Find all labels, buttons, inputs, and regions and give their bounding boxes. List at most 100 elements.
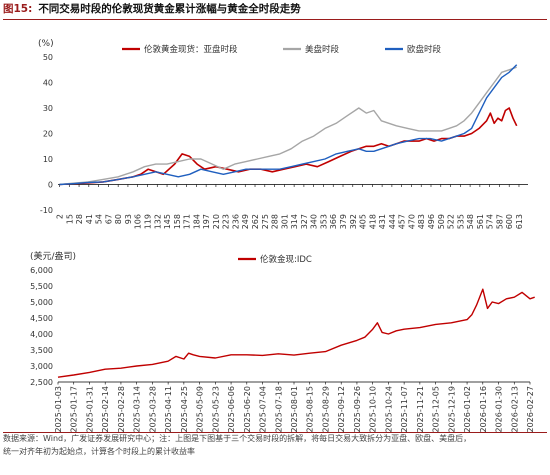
chart2-x-tick: 2025-03-28	[148, 386, 157, 433]
chart1-x-tick: 119	[143, 214, 152, 229]
chart1-x-tick: 535	[456, 214, 465, 229]
chart1-x-tick: 93	[124, 214, 133, 224]
chart1-x-tick: 327	[300, 214, 309, 229]
chart1-x-tick: 171	[183, 214, 192, 229]
chart2-x-tick: 2025-04-11	[164, 386, 173, 433]
chart2-x-tick: 2025-02-28	[117, 386, 126, 433]
chart1-x-tick: 444	[388, 214, 397, 229]
chart1-x-tick: 184	[192, 214, 201, 229]
chart2-y-tick: 3,500	[30, 346, 53, 355]
chart1-unit-label: (%)	[38, 39, 54, 49]
chart1-x-tick: 223	[222, 214, 231, 229]
chart1-x-tick: 41	[85, 214, 94, 224]
chart2-x-tick: 2026-02-13	[510, 386, 519, 433]
chart1-x-tick: 314	[290, 214, 299, 229]
chart1-x-tick: 28	[75, 214, 84, 224]
chart1-x-tick: 561	[476, 214, 485, 229]
chart1-x-tick: 249	[241, 214, 250, 229]
chart1-x-tick: 548	[466, 214, 475, 229]
chart1-x-tick: 275	[261, 214, 270, 229]
chart1-x-tick: 145	[163, 214, 172, 229]
chart2-y-tick: 5,000	[30, 298, 53, 307]
chart1-x-tick: 600	[505, 214, 514, 229]
chart2-x-tick: 2025-05-09	[196, 386, 205, 433]
chart2-x-tick: 2025-07-04	[259, 386, 268, 433]
chart1-series-line-2	[59, 66, 517, 186]
source-note-line-2: 统一对齐年初为起始点，计算各个时段上的累计收益率	[3, 446, 195, 456]
chart1-x-tick: 496	[427, 214, 436, 229]
chart1-y-tick: 10	[43, 155, 53, 164]
chart2-x-tick: 2025-11-07	[400, 386, 409, 433]
chart2-x-tick: 2025-12-19	[447, 386, 456, 433]
chart2-x-tick: 2025-03-14	[133, 386, 142, 433]
chart1-x-tick: 574	[486, 214, 495, 229]
chart2-x-tick: 2025-08-29	[321, 386, 330, 433]
chart1-x-tick: 262	[251, 214, 260, 229]
chart2-x-tick: 2025-01-03	[54, 386, 63, 433]
chart1-x-tick: 418	[368, 214, 377, 229]
chart2-x-tick: 2026-01-02	[463, 386, 472, 433]
figure-number: 图15:	[3, 3, 33, 15]
source-note-line-1: 数据来源：Wind，广发证券发展研究中心；注：上图是下图基于三个交易时段的拆解，…	[3, 434, 472, 443]
chart2-x-tick: 2025-10-10	[369, 386, 378, 433]
chart2-x-tick: 2025-05-23	[211, 386, 220, 433]
chart2-legend-label-1: 伦敦金现:IDC	[260, 254, 312, 265]
chart1-x-tick: 236	[231, 214, 240, 229]
figure-title: 图15: 不同交易时段的伦敦现货黄金累计涨幅与黄金全时段走势	[3, 0, 547, 20]
chart2-y-tick: 3,000	[30, 362, 53, 371]
chart2-x-tick: 2025-08-15	[306, 386, 315, 433]
chart1-x-tick: 405	[359, 214, 368, 229]
chart1-x-tick: 470	[407, 214, 416, 229]
chart2-x-tick: 2026-01-30	[495, 386, 504, 433]
chart1-x-tick: 340	[310, 214, 319, 229]
chart2-x-tick: 2025-09-26	[353, 386, 362, 433]
chart2-unit-label: (美元/盎司)	[30, 250, 76, 262]
chart1-x-tick: 431	[378, 214, 387, 229]
chart1-x-tick: 80	[114, 214, 123, 224]
chart1-x-tick: 301	[280, 214, 289, 229]
chart1-x-tick: 158	[173, 214, 182, 229]
chart1-x-tick: 106	[134, 214, 143, 229]
chart1-x-tick: 132	[153, 214, 162, 229]
chart2-x-tick: 2026-01-16	[479, 386, 488, 433]
chart1-x-tick: 15	[65, 214, 74, 224]
chart2-x-tick: 2025-12-05	[432, 386, 441, 433]
chart2-x-tick: 2025-10-24	[384, 386, 393, 433]
chart2-x-tick: 2025-06-06	[227, 386, 236, 433]
chart1-legend-label-2: 美盘时段	[305, 44, 340, 55]
chart1-legend-label-1: 伦敦黄金现货：亚盘时段	[144, 44, 238, 55]
chart1-series-line-3	[59, 64, 518, 186]
chart2-x-tick: 2026-02-27	[526, 386, 535, 433]
chart1-y-tick: -10	[40, 206, 53, 215]
chart1-x-tick: 613	[515, 214, 524, 229]
chart1-x-tick: 2	[56, 214, 65, 219]
chart1-x-tick: 457	[398, 214, 407, 229]
chart1-y-tick: 30	[43, 104, 53, 113]
chart2-x-tick: 2025-02-14	[101, 386, 110, 433]
chart2-y-tick: 6,000	[30, 266, 53, 275]
figure-title-text: 不同交易时段的伦敦现货黄金累计涨幅与黄金全时段走势	[38, 3, 301, 15]
chart2-y-tick: 2,500	[30, 378, 53, 387]
chart2-x-tick: 2025-11-21	[416, 386, 425, 433]
chart2-x-tick: 2025-01-17	[70, 386, 79, 433]
chart2-x-tick: 2025-09-12	[337, 386, 346, 433]
chart1-y-tick: 50	[43, 53, 53, 62]
chart2-x-tick: 2025-08-01	[290, 386, 299, 433]
chart2-x-tick: 2025-06-20	[243, 386, 252, 433]
chart2-series-line-1	[57, 288, 535, 378]
chart1-x-tick: 353	[319, 214, 328, 229]
chart2-x-tick: 2025-04-25	[180, 386, 189, 433]
chart1-x-tick: 483	[417, 214, 426, 229]
chart1-y-tick: 20	[43, 130, 53, 139]
chart1-x-tick: 392	[349, 214, 358, 229]
chart2-x-tick: 2025-07-18	[274, 386, 283, 433]
chart1-y-tick: 40	[43, 79, 53, 88]
chart1-x-tick: 379	[339, 214, 348, 229]
chart1-y-tick: 0	[48, 181, 53, 190]
chart1-x-tick: 210	[212, 214, 221, 229]
source-note: 数据来源：Wind，广发证券发展研究中心；注：上图是下图基于三个交易时段的拆解，…	[3, 432, 547, 458]
chart1-legend-label-3: 欧盘时段	[407, 44, 442, 55]
chart1-x-tick: 67	[104, 214, 113, 224]
chart2-y-tick: 4,000	[30, 330, 53, 339]
